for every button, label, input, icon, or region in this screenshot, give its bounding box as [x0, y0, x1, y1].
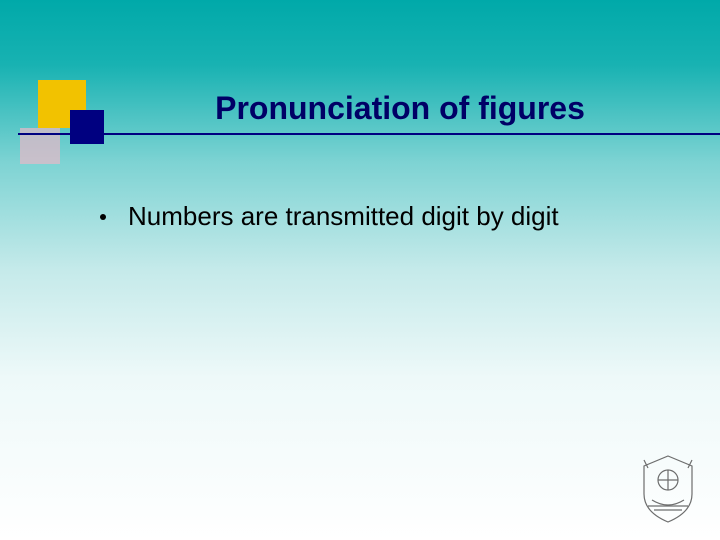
bullet-text: Numbers are transmitted digit by digit [128, 200, 559, 234]
bullet-marker-icon [100, 214, 106, 220]
bullet-item: Numbers are transmitted digit by digit [100, 200, 660, 234]
slide-title: Pronunciation of figures [0, 90, 720, 133]
emblem-icon [634, 450, 702, 528]
title-block: Pronunciation of figures [0, 90, 720, 135]
title-underline [18, 133, 720, 135]
content-area: Numbers are transmitted digit by digit [100, 200, 660, 234]
